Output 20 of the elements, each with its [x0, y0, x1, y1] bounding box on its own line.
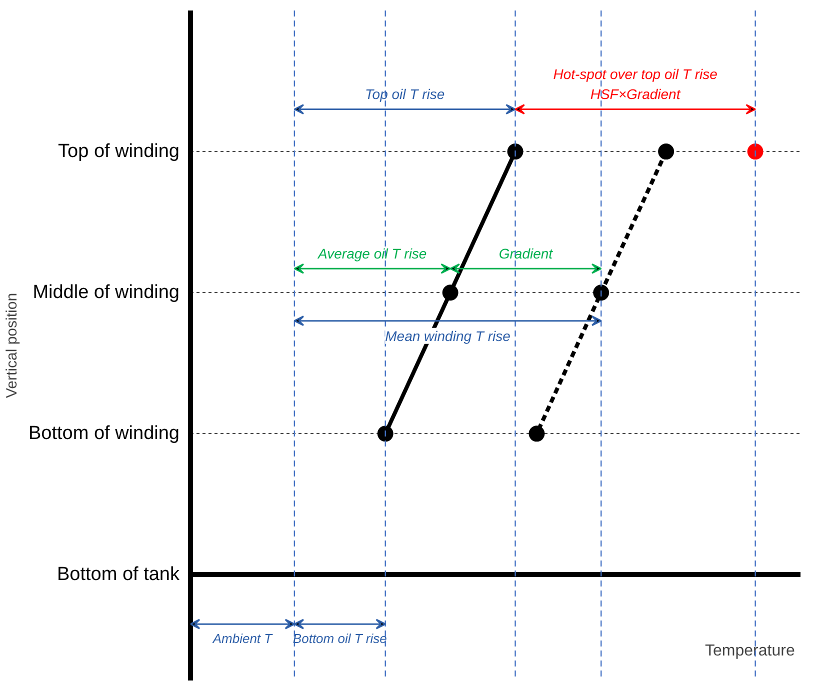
point — [747, 144, 764, 160]
point — [507, 144, 524, 160]
annotation: Bottom oil T rise — [292, 631, 387, 646]
annotation: Mean winding T rise — [385, 328, 511, 344]
x-axis-title: Temperature — [705, 642, 795, 660]
point — [377, 426, 394, 442]
point — [593, 284, 610, 301]
annotation: Average oil T rise — [317, 246, 427, 262]
annotation: Ambient T — [212, 631, 274, 646]
annotation: Gradient — [498, 246, 554, 262]
y-tick-label: Bottom of tank — [56, 564, 180, 586]
point — [442, 284, 458, 301]
y-tick-label: Middle of winding — [32, 282, 180, 304]
annotation: Top oil T rise — [365, 86, 445, 102]
y-tick-label: Top of winding — [58, 141, 180, 162]
y-tick-label: Bottom of winding — [28, 423, 180, 444]
point — [658, 144, 674, 160]
annotation: Hot-spot over top oil T rise HSF×Gradient — [553, 66, 718, 102]
y-axis-title: Vertical position — [3, 292, 20, 398]
point — [528, 426, 545, 442]
